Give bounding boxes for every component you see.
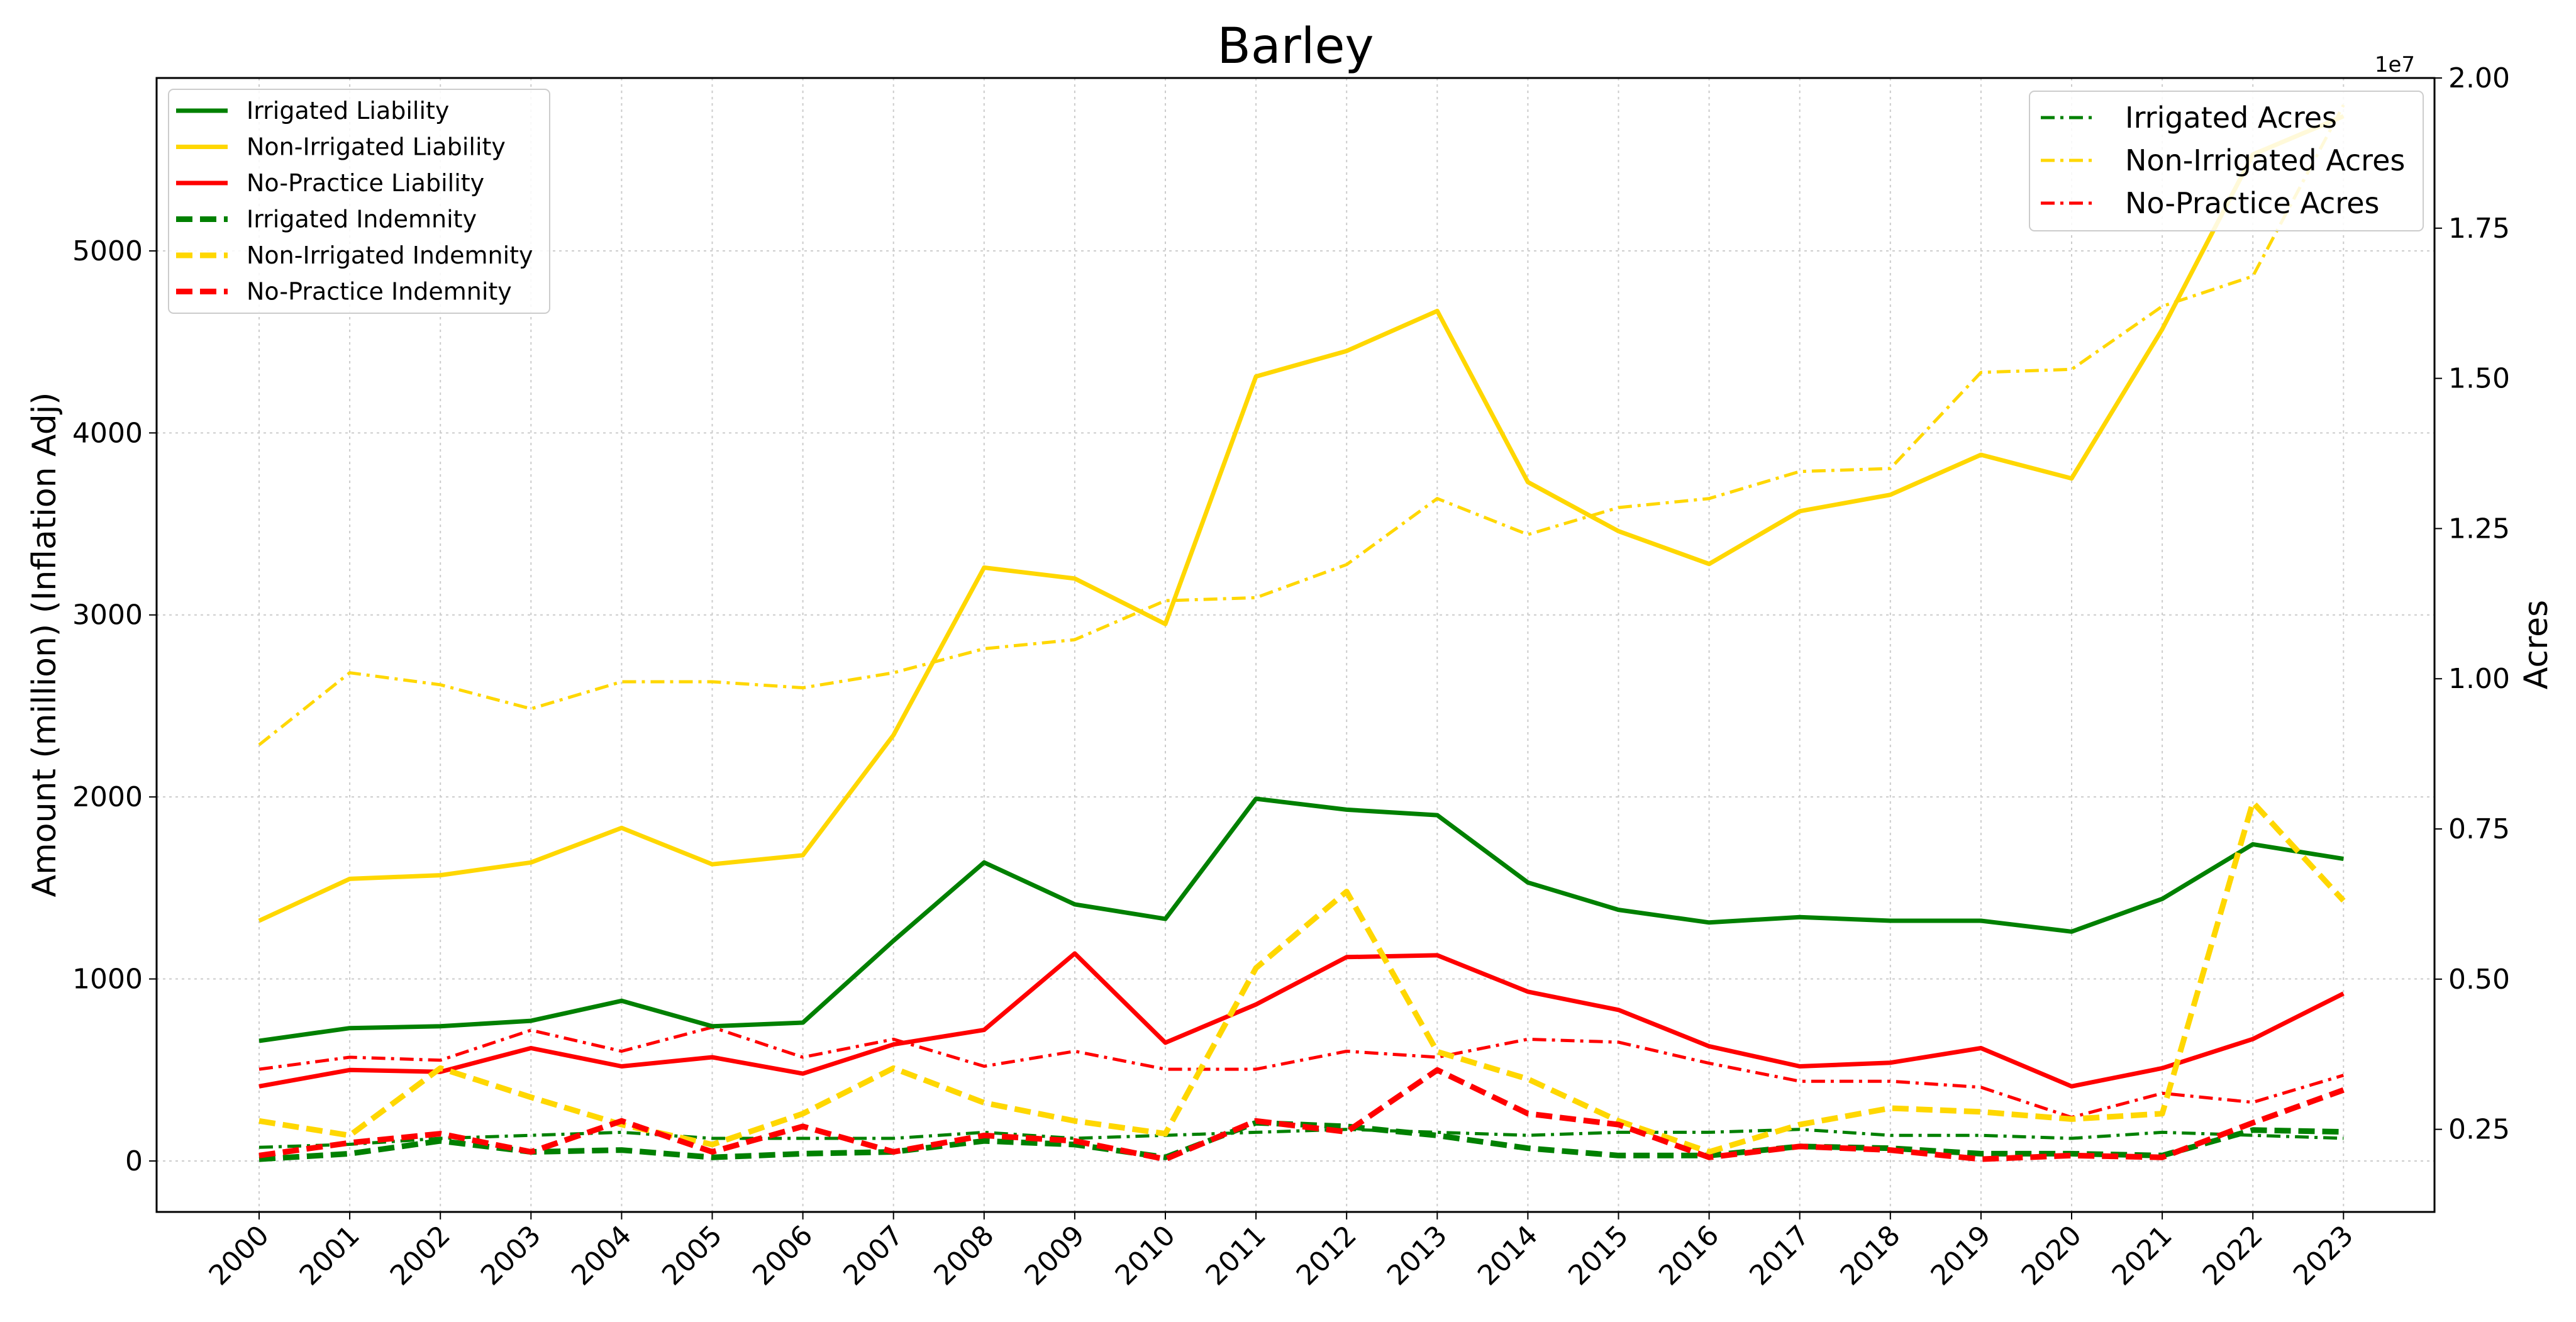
legend-left-label: Irrigated Liability bbox=[247, 97, 449, 125]
legend-left-label: Irrigated Indemnity bbox=[247, 206, 477, 233]
y-tick-label-right: 1.25 bbox=[2448, 513, 2510, 545]
y-tick-label-right: 0.25 bbox=[2448, 1114, 2510, 1146]
series-irrigated-liability-line bbox=[258, 796, 2344, 1043]
y-tick-label-right: 1.75 bbox=[2448, 213, 2510, 245]
y-tick-label-left: 1000 bbox=[72, 964, 143, 996]
series-no-practice-indemnity-line bbox=[258, 1067, 2345, 1162]
y-axis-right-label: Acres bbox=[2518, 600, 2555, 690]
series-irrigated-acres-line bbox=[258, 1128, 2344, 1149]
y-tick-label-left: 0 bbox=[125, 1145, 143, 1177]
legend-left-label: No-Practice Indemnity bbox=[247, 278, 512, 306]
y-tick-label-left: 4000 bbox=[72, 417, 143, 449]
y-tick-label-left: 3000 bbox=[72, 599, 143, 631]
legend-left-label: Non-Irrigated Indemnity bbox=[247, 242, 533, 269]
series-irrigated-indemnity-line bbox=[258, 1119, 2344, 1162]
legend-right-label: Irrigated Acres bbox=[2125, 101, 2337, 135]
series-non-irrigated-acres-line bbox=[258, 104, 2345, 747]
y-tick-label-left: 5000 bbox=[72, 235, 143, 267]
legend-left-frame bbox=[168, 89, 550, 314]
y-tick-label-right: 2.00 bbox=[2448, 62, 2510, 94]
plot-frame bbox=[155, 77, 2436, 1213]
series-non-irrigated-indemnity-line bbox=[258, 799, 2346, 1155]
legend-left: Irrigated Liability Non-Irrigated Liabili… bbox=[168, 89, 550, 314]
series-non-irrigated-liability-line bbox=[258, 114, 2345, 923]
y-axis-right-exponent: 1e7 bbox=[2375, 52, 2415, 77]
y-tick-label-right: 1.00 bbox=[2448, 663, 2510, 695]
legend-right-label: Non-Irrigated Acres bbox=[2125, 143, 2405, 177]
legend-right-frame bbox=[2029, 91, 2424, 231]
series-no-practice-liability-line bbox=[258, 951, 2345, 1089]
y-axis-left-label: Amount (million) (Inflation Adj) bbox=[26, 392, 64, 897]
legend-left-label: No-Practice Liability bbox=[247, 169, 484, 197]
y-tick-label-right: 1.50 bbox=[2448, 363, 2510, 395]
legend-right: Irrigated Acres Non-Irrigated Acres No-Pra… bbox=[2029, 91, 2424, 231]
chart-title: Barley bbox=[1217, 18, 1374, 75]
y-tick-label-right: 0.75 bbox=[2448, 813, 2510, 845]
series-lines bbox=[258, 104, 2346, 1162]
legend-left-label: Non-Irrigated Liability bbox=[247, 133, 506, 161]
y-tick-label-right: 0.50 bbox=[2448, 964, 2510, 996]
legend-right-label: No-Practice Acres bbox=[2125, 186, 2379, 220]
series-no-practice-acres-line bbox=[258, 1025, 2345, 1119]
y-tick-label-left: 2000 bbox=[72, 781, 143, 813]
